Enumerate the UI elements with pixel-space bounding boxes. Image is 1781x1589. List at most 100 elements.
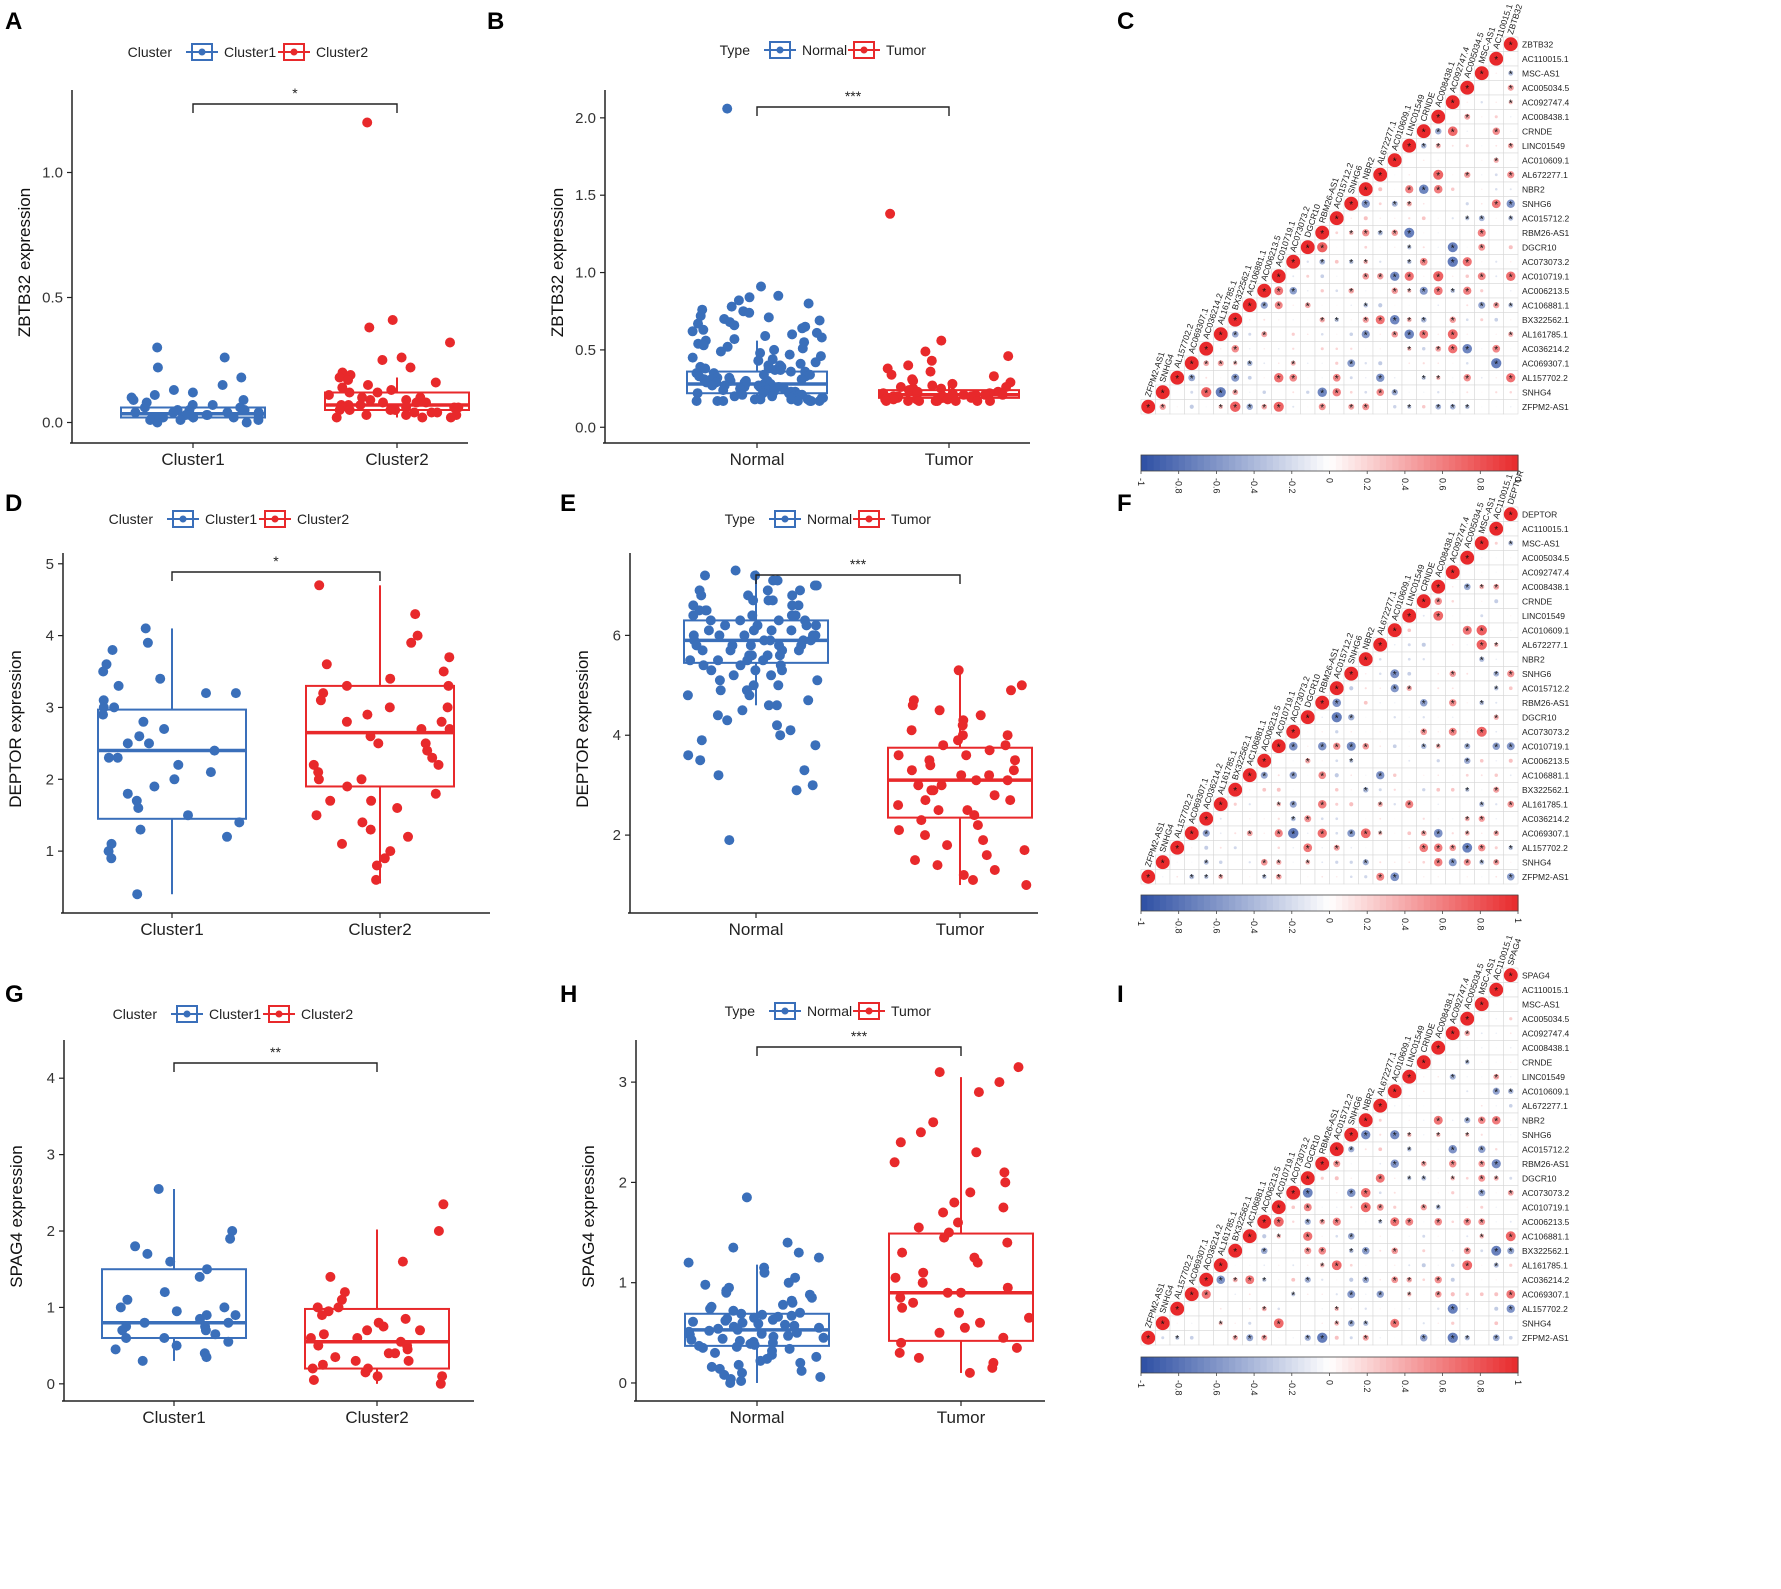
data-point xyxy=(893,750,904,761)
corr-circle xyxy=(1303,843,1313,853)
significance-star: * xyxy=(1465,403,1469,414)
row-label: SNHG4 xyxy=(1522,1318,1552,1328)
corr-circle xyxy=(1478,243,1486,251)
significance-star: * xyxy=(1436,742,1440,753)
corr-circle xyxy=(1379,289,1382,292)
corr-circle xyxy=(1248,332,1252,336)
data-point xyxy=(801,620,812,631)
corr-circle xyxy=(1420,728,1428,736)
legend-label-2: Tumor xyxy=(886,42,926,58)
corr-circle xyxy=(1437,1104,1440,1107)
data-point xyxy=(749,394,760,405)
data-point xyxy=(1002,1282,1013,1293)
corr-circle xyxy=(1291,1277,1296,1282)
corr-circle xyxy=(1494,317,1499,322)
corr-circle xyxy=(1437,629,1440,632)
corr-circle xyxy=(1509,571,1512,574)
data-point xyxy=(894,1347,905,1358)
row-label: SPAG4 xyxy=(1522,970,1550,980)
data-point xyxy=(769,344,780,355)
data-point xyxy=(939,1232,950,1243)
corr-circle xyxy=(1460,1011,1475,1026)
colorbar-segment xyxy=(1379,455,1387,471)
data-point xyxy=(433,1226,444,1236)
corr-circle xyxy=(1292,861,1295,864)
significance-star: * xyxy=(1509,84,1513,95)
data-point xyxy=(1008,765,1019,776)
significance-star: * xyxy=(1509,142,1513,153)
significance-star: * xyxy=(1509,330,1513,341)
corr-circle xyxy=(1419,286,1428,295)
corr-circle xyxy=(1494,173,1498,177)
corr-circle xyxy=(1364,347,1367,350)
corr-circle xyxy=(1463,374,1471,382)
corr-circle xyxy=(1393,188,1396,191)
significance-label: *** xyxy=(850,556,867,572)
significance-star: * xyxy=(1364,229,1368,240)
data-point xyxy=(934,1327,945,1338)
corr-circle xyxy=(1349,390,1353,394)
significance-star: * xyxy=(1262,873,1266,884)
corr-circle xyxy=(1508,1103,1513,1108)
data-point xyxy=(385,846,396,857)
corr-circle xyxy=(1506,199,1515,208)
points-1 xyxy=(98,623,245,900)
corr-circle xyxy=(1508,215,1514,221)
significance-star: * xyxy=(1465,214,1469,225)
data-point xyxy=(315,695,326,706)
corr-circle xyxy=(1450,787,1455,792)
colorbar-segment xyxy=(1304,455,1312,471)
data-point xyxy=(749,1339,760,1350)
data-point xyxy=(415,1325,425,1336)
data-point xyxy=(331,412,342,423)
corr-circle xyxy=(1451,1104,1454,1107)
y-tick-label: 0.0 xyxy=(42,415,63,432)
data-point xyxy=(416,724,427,734)
significance-star: * xyxy=(1335,1261,1339,1272)
panel-letter-a: A xyxy=(5,8,22,35)
colorbar-segment xyxy=(1147,455,1155,471)
colorbar-segment xyxy=(1323,455,1331,471)
significance-star: * xyxy=(1465,1247,1469,1258)
significance-star: * xyxy=(1494,1174,1498,1185)
data-point xyxy=(687,352,698,363)
significance-bracket xyxy=(192,103,398,113)
data-point xyxy=(438,1199,449,1210)
corr-circle xyxy=(1495,391,1498,394)
significance-star: * xyxy=(1480,699,1484,710)
y-tick-label: 4 xyxy=(47,1070,55,1087)
colorbar-segment xyxy=(1354,1357,1362,1373)
corr-circle xyxy=(1306,745,1309,748)
corr-circle xyxy=(1495,730,1498,733)
corr-circle xyxy=(1349,1336,1353,1340)
corr-circle xyxy=(1422,173,1425,176)
significance-star: * xyxy=(1494,858,1498,869)
corr-circle xyxy=(1390,872,1400,882)
data-point xyxy=(337,382,348,393)
significance-star: * xyxy=(1306,815,1310,826)
colorbar-segment xyxy=(1304,1357,1312,1373)
corr-circle xyxy=(1509,988,1512,991)
significance-label: *** xyxy=(845,88,862,104)
corr-circle xyxy=(1393,246,1396,249)
significance-star: * xyxy=(1349,1247,1353,1258)
data-point xyxy=(445,412,456,423)
colorbar-segment xyxy=(1197,455,1205,471)
significance-star: * xyxy=(1509,171,1513,182)
significance-star: * xyxy=(1219,388,1223,399)
corr-circle xyxy=(1321,759,1324,762)
legend: Cluster Cluster1 Cluster2 xyxy=(113,1005,353,1023)
corr-circle xyxy=(1317,387,1327,397)
significance-star: * xyxy=(1465,1334,1469,1345)
corr-circle xyxy=(1437,1162,1440,1165)
colorbar-segment xyxy=(1386,1357,1393,1373)
data-point xyxy=(325,1271,336,1282)
significance-star: * xyxy=(1436,1131,1440,1142)
corr-circle xyxy=(1480,875,1483,878)
corr-circle xyxy=(1451,202,1454,205)
data-point xyxy=(1001,382,1012,392)
corr-circle xyxy=(1335,1249,1338,1252)
corr-circle xyxy=(1451,1263,1455,1267)
corr-circle xyxy=(1493,157,1499,163)
significance-star: * xyxy=(1422,699,1426,710)
